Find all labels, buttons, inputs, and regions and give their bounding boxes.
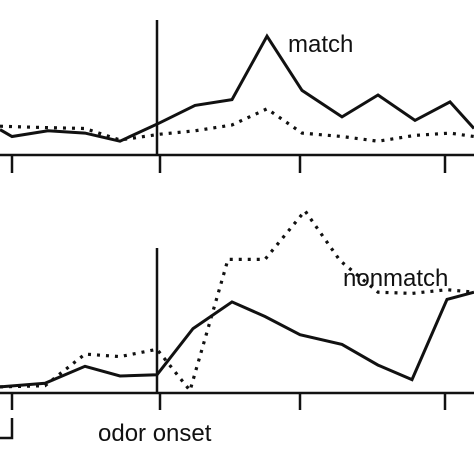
- scale-bracket: [0, 418, 14, 440]
- solid-series-line: [0, 290, 474, 389]
- top-panel: match: [0, 20, 474, 173]
- dotted-series-line: [0, 208, 474, 395]
- series-label: nonmatch: [343, 265, 448, 292]
- bottom-panel: nonmatch odor onset: [0, 208, 474, 447]
- solid-series-line: [0, 33, 474, 143]
- dotted-series-line: [0, 106, 474, 143]
- onset-label: odor onset: [98, 420, 212, 447]
- series-label: match: [288, 31, 353, 58]
